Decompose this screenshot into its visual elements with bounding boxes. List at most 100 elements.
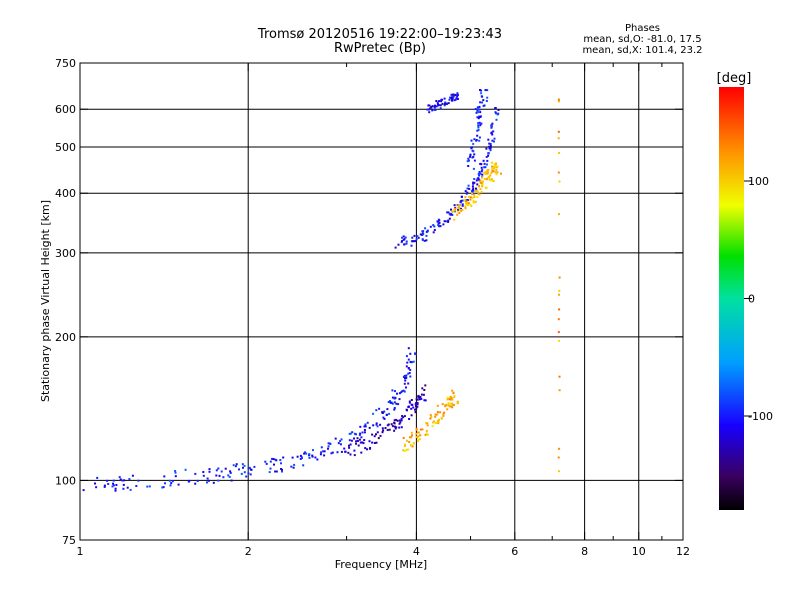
data-point [459, 208, 462, 211]
data-point [405, 242, 408, 245]
data-point [230, 479, 233, 482]
data-point [496, 171, 499, 174]
data-point [486, 89, 489, 92]
data-point [427, 108, 430, 111]
data-point [452, 95, 455, 98]
data-point [247, 472, 250, 475]
data-point [351, 431, 354, 434]
data-point [486, 172, 489, 175]
data-point [442, 412, 445, 415]
data-point [409, 352, 412, 355]
data-point [340, 438, 343, 441]
data-point [411, 240, 414, 243]
data-point [121, 479, 124, 482]
data-point [373, 435, 376, 438]
data-point [485, 186, 488, 189]
data-point [474, 189, 477, 192]
data-point [403, 443, 406, 446]
data-point [428, 111, 431, 114]
data-point [446, 396, 449, 399]
data-point [478, 115, 481, 118]
data-point [350, 439, 353, 442]
data-point [464, 196, 467, 199]
data-point [478, 139, 481, 142]
data-point [431, 109, 434, 112]
data-point [371, 441, 374, 444]
data-point [410, 399, 413, 401]
data-point [451, 99, 453, 102]
data-point [243, 464, 246, 467]
data-point [457, 209, 460, 211]
data-point [472, 142, 475, 145]
data-point [478, 105, 481, 108]
data-point [94, 482, 96, 485]
data-point [123, 479, 126, 482]
data-point [450, 93, 453, 96]
data-point [473, 153, 476, 156]
data-point [481, 185, 484, 188]
data-point [492, 180, 495, 183]
data-point [323, 454, 326, 457]
data-point [557, 331, 560, 334]
colorbar-unit: [deg] [717, 71, 752, 86]
data-point [444, 404, 447, 407]
data-point [401, 240, 403, 243]
data-point [449, 396, 452, 399]
data-point [234, 465, 237, 468]
data-point [436, 105, 439, 108]
y-axis-label: Stationary phase Virtual Height [km] [39, 200, 52, 402]
data-point [480, 182, 483, 184]
data-point [480, 92, 483, 95]
data-point [435, 422, 438, 424]
data-point [174, 471, 177, 474]
data-point [494, 171, 497, 174]
data-point [477, 124, 480, 127]
data-point [484, 89, 487, 92]
data-point [265, 462, 268, 465]
data-point [394, 396, 397, 399]
data-point [469, 196, 472, 199]
data-point [478, 121, 481, 124]
data-point [327, 445, 330, 448]
data-point [447, 211, 450, 214]
data-point [486, 177, 489, 180]
data-point [417, 394, 420, 397]
data-point [476, 183, 479, 186]
data-point [218, 474, 221, 477]
data-point [484, 173, 487, 176]
data-point [461, 203, 464, 206]
data-point [489, 174, 492, 177]
data-point [471, 197, 474, 199]
data-point [469, 203, 472, 206]
data-point [412, 406, 415, 409]
data-point [402, 436, 405, 439]
data-point [383, 410, 386, 413]
data-point [438, 419, 440, 422]
data-point [414, 352, 416, 355]
data-point [557, 470, 560, 473]
phase-stats-o-mode: mean, sd,O: -81.0, 17.5 [583, 34, 702, 45]
data-point [453, 99, 456, 102]
data-point [339, 440, 342, 442]
data-point [453, 209, 456, 212]
data-point [164, 482, 166, 485]
data-point [469, 153, 472, 156]
data-point [423, 399, 426, 402]
data-point [482, 159, 485, 162]
data-point [334, 437, 337, 440]
data-point [465, 202, 468, 205]
data-point [479, 124, 482, 127]
data-point [465, 192, 468, 195]
data-point [348, 446, 351, 449]
data-point [282, 456, 285, 459]
data-point [146, 485, 149, 488]
data-point [475, 179, 478, 182]
data-point [447, 102, 450, 105]
y-tick-label: 750 [55, 57, 76, 70]
data-point [463, 199, 466, 202]
data-point [558, 293, 560, 296]
data-point [439, 411, 442, 414]
data-point [452, 93, 455, 96]
data-point [477, 177, 480, 180]
